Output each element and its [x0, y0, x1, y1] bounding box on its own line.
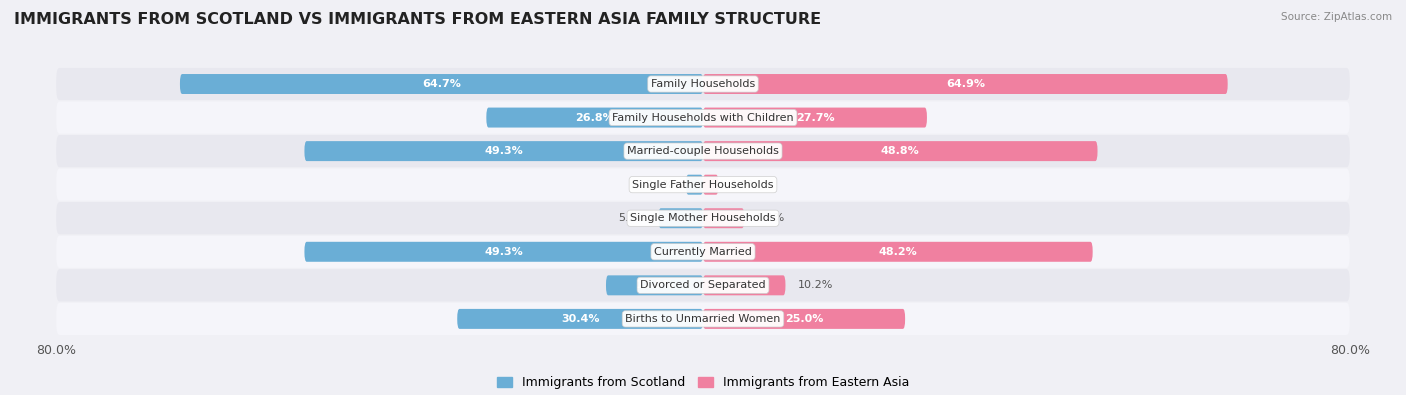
Text: Single Father Households: Single Father Households [633, 180, 773, 190]
FancyBboxPatch shape [56, 269, 1350, 301]
Text: Births to Unmarried Women: Births to Unmarried Women [626, 314, 780, 324]
FancyBboxPatch shape [606, 275, 703, 295]
FancyBboxPatch shape [703, 208, 744, 228]
FancyBboxPatch shape [486, 107, 703, 128]
FancyBboxPatch shape [56, 236, 1350, 268]
Text: 48.8%: 48.8% [882, 146, 920, 156]
Text: Family Households with Children: Family Households with Children [612, 113, 794, 122]
FancyBboxPatch shape [56, 102, 1350, 134]
Text: 49.3%: 49.3% [484, 247, 523, 257]
Text: 48.2%: 48.2% [879, 247, 917, 257]
Text: 49.3%: 49.3% [484, 146, 523, 156]
Text: Married-couple Households: Married-couple Households [627, 146, 779, 156]
Text: Currently Married: Currently Married [654, 247, 752, 257]
FancyBboxPatch shape [56, 202, 1350, 234]
FancyBboxPatch shape [703, 275, 786, 295]
Text: 5.1%: 5.1% [756, 213, 785, 223]
Text: 25.0%: 25.0% [785, 314, 824, 324]
Legend: Immigrants from Scotland, Immigrants from Eastern Asia: Immigrants from Scotland, Immigrants fro… [492, 371, 914, 394]
FancyBboxPatch shape [180, 74, 703, 94]
Text: IMMIGRANTS FROM SCOTLAND VS IMMIGRANTS FROM EASTERN ASIA FAMILY STRUCTURE: IMMIGRANTS FROM SCOTLAND VS IMMIGRANTS F… [14, 12, 821, 27]
Text: Single Mother Households: Single Mother Households [630, 213, 776, 223]
Text: 26.8%: 26.8% [575, 113, 614, 122]
FancyBboxPatch shape [703, 175, 718, 195]
Text: 30.4%: 30.4% [561, 314, 599, 324]
Text: 2.1%: 2.1% [645, 180, 673, 190]
FancyBboxPatch shape [703, 242, 1092, 262]
FancyBboxPatch shape [703, 74, 1227, 94]
FancyBboxPatch shape [686, 175, 703, 195]
FancyBboxPatch shape [56, 169, 1350, 201]
FancyBboxPatch shape [703, 107, 927, 128]
Text: Source: ZipAtlas.com: Source: ZipAtlas.com [1281, 12, 1392, 22]
Text: 10.2%: 10.2% [797, 280, 832, 290]
FancyBboxPatch shape [56, 68, 1350, 100]
FancyBboxPatch shape [703, 141, 1098, 161]
Text: 27.7%: 27.7% [796, 113, 834, 122]
FancyBboxPatch shape [305, 242, 703, 262]
Text: 12.0%: 12.0% [636, 280, 673, 290]
FancyBboxPatch shape [658, 208, 703, 228]
FancyBboxPatch shape [56, 135, 1350, 167]
Text: Divorced or Separated: Divorced or Separated [640, 280, 766, 290]
FancyBboxPatch shape [457, 309, 703, 329]
FancyBboxPatch shape [56, 303, 1350, 335]
Text: 64.7%: 64.7% [422, 79, 461, 89]
Text: 1.9%: 1.9% [731, 180, 759, 190]
Text: Family Households: Family Households [651, 79, 755, 89]
FancyBboxPatch shape [305, 141, 703, 161]
FancyBboxPatch shape [703, 309, 905, 329]
Text: 5.5%: 5.5% [619, 213, 647, 223]
Text: 64.9%: 64.9% [946, 79, 984, 89]
